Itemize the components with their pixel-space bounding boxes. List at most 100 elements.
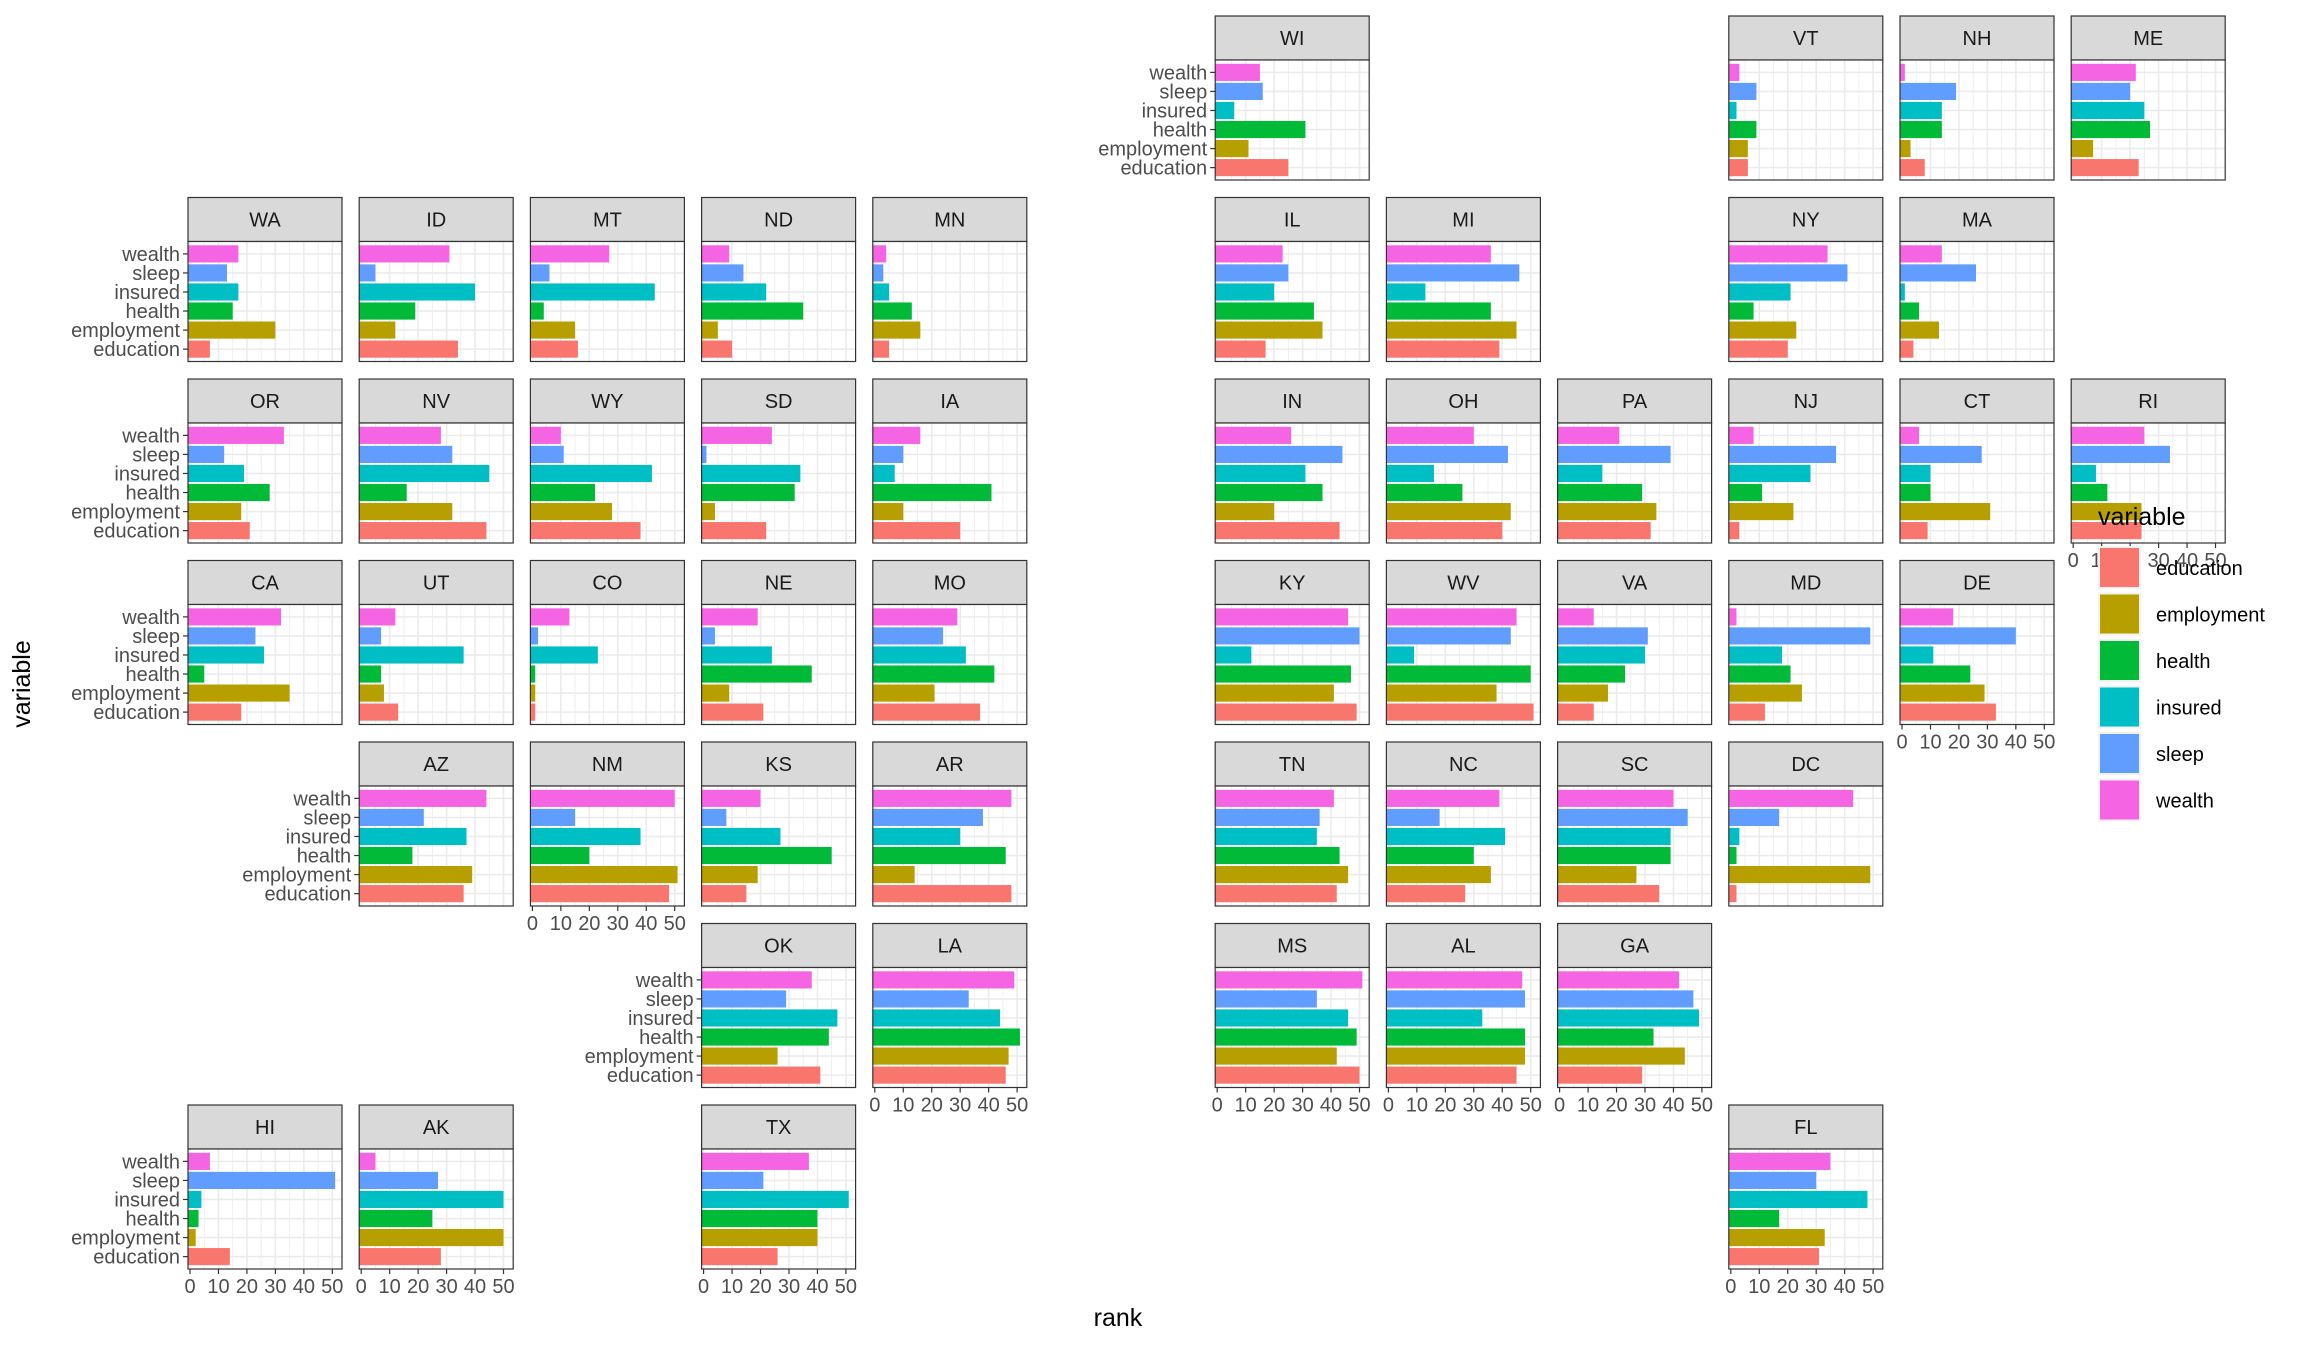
bar-or-sleep (188, 445, 225, 463)
facet-strip (1385, 559, 1542, 606)
facet-strip (1728, 741, 1884, 787)
bar-ar-insured (872, 827, 961, 846)
bar-wy-health (530, 483, 596, 502)
bar-az-health (359, 846, 413, 865)
bar-la-health (872, 1028, 1020, 1046)
bar-oh-health (1386, 483, 1463, 502)
panel-border (700, 785, 857, 907)
panel-border (1556, 966, 1713, 1089)
facet-strip (1728, 196, 1884, 243)
facet-strip (872, 922, 1028, 969)
facet-strip-label: OR (250, 391, 280, 413)
bar-ar-wealth (872, 789, 1012, 807)
bar-pa-insured (1557, 464, 1603, 483)
bar-tx-wealth (701, 1152, 809, 1170)
bar-mn-insured (872, 283, 890, 301)
y-tick-label: employment (71, 1228, 180, 1250)
bar-ks-education (701, 885, 747, 903)
x-tick-label: 30 (1463, 1095, 1485, 1117)
bar-nd-insured (701, 283, 767, 301)
bar-wy-education (530, 522, 641, 540)
facet-strip-label: NJ (1794, 391, 1818, 413)
y-axis-title: variable (8, 640, 36, 728)
bar-co-health (530, 665, 536, 683)
bar-ma-insured (1900, 283, 1905, 301)
bar-ct-wealth (1900, 426, 1920, 444)
bar-sd-sleep (701, 445, 707, 463)
panel-border (1214, 422, 1370, 544)
bar-sd-wealth (701, 426, 772, 444)
facet-strip-label: ID (426, 210, 446, 232)
facet-strip (1728, 378, 1884, 424)
bar-ne-health (701, 665, 812, 683)
bar-mt-education (530, 340, 578, 358)
facet-strip (1899, 559, 2055, 606)
x-tick-label: 30 (1976, 732, 1998, 754)
facet-strip-label: PA (1622, 391, 1648, 413)
facet-panel-wy: WY (529, 378, 686, 544)
bar-la-education (872, 1066, 1006, 1084)
x-tick-label: 40 (806, 1276, 828, 1298)
y-tick-label: health (126, 301, 181, 323)
facet-strip-label: IA (940, 391, 960, 413)
bar-sd-insured (701, 464, 801, 483)
y-tick-label: sleep (303, 807, 351, 829)
facet-panel-mn: MN (872, 196, 1028, 363)
bar-nv-employment (359, 503, 453, 521)
facet-panel-va: VA (1556, 559, 1713, 726)
facet-strip-label: LA (938, 936, 963, 958)
bar-ut-sleep (359, 627, 382, 645)
x-tick-label: 50 (1006, 1095, 1028, 1117)
facet-panel-me: ME (2070, 15, 2226, 181)
bar-ca-education (188, 703, 242, 721)
bar-ak-education (359, 1248, 441, 1266)
bar-ca-wealth (188, 608, 282, 626)
bar-ut-employment (359, 684, 384, 702)
bar-nm-employment (530, 866, 678, 884)
bar-sc-employment (1557, 866, 1637, 884)
facet-strip-label: NH (1963, 28, 1992, 50)
facet-panel-la: LA 0 10 20 30 40 50 (869, 922, 1028, 1117)
facet-strip-label: AL (1451, 936, 1475, 958)
x-tick-label: 0 (527, 913, 538, 935)
bar-wi-employment (1215, 140, 1249, 158)
bar-il-sleep (1215, 264, 1289, 282)
bar-ms-employment (1215, 1047, 1337, 1065)
bar-nj-sleep (1728, 445, 1837, 463)
bar-nv-wealth (359, 426, 441, 444)
facet-panel-mi: MI (1385, 196, 1542, 363)
y-tick-label: sleep (132, 444, 180, 466)
bar-la-sleep (872, 990, 969, 1008)
bar-nd-sleep (701, 264, 744, 282)
facet-panel-ky: KY (1214, 559, 1370, 726)
facet-strip-label: MI (1452, 210, 1474, 232)
x-tick-label: 40 (1834, 1276, 1856, 1298)
bar-id-sleep (359, 264, 376, 282)
bar-ca-health (188, 665, 205, 683)
y-tick-label: health (126, 483, 181, 505)
y-tick-label: employment (1098, 139, 1207, 161)
bar-ky-insured (1215, 646, 1252, 664)
bar-nv-insured (359, 464, 490, 483)
bar-dc-health (1728, 846, 1737, 865)
bar-hi-wealth (188, 1152, 210, 1170)
bar-pa-wealth (1557, 426, 1620, 444)
bar-ri-insured (2071, 464, 2096, 483)
bar-mt-wealth (530, 245, 610, 263)
bar-nd-education (701, 340, 733, 358)
bar-wv-health (1386, 665, 1531, 683)
facet-panel-wv: WV (1385, 559, 1542, 726)
panel-border (1728, 785, 1884, 907)
bar-va-insured (1557, 646, 1645, 664)
x-tick-label: 0 (1896, 732, 1907, 754)
bar-wa-health (188, 302, 233, 320)
bar-or-education (188, 522, 250, 540)
panel-border (2070, 422, 2226, 544)
bar-oh-education (1386, 522, 1503, 540)
facet-panel-nm: NM 0 10 20 30 40 50 (527, 741, 686, 935)
facet-strip-label: HI (255, 1117, 275, 1139)
bar-ks-employment (701, 866, 758, 884)
facet-strip-label: SC (1621, 754, 1649, 776)
bar-sc-sleep (1557, 808, 1688, 826)
panel-border (1728, 240, 1884, 363)
